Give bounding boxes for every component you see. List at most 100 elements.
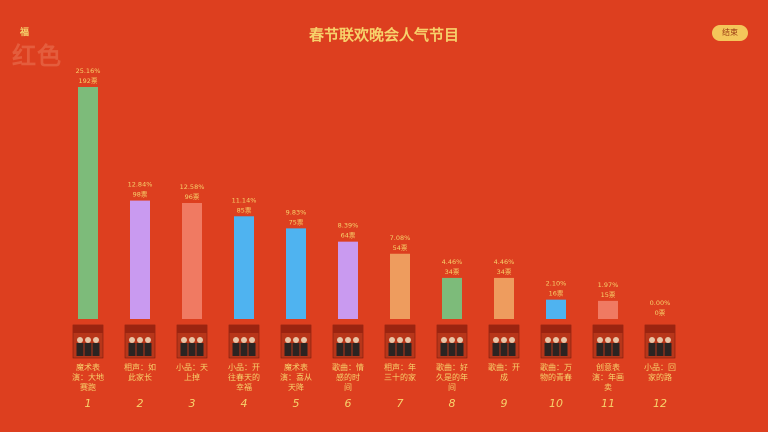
thumbnail-figure-head: [345, 337, 351, 343]
program-name-line: 演：喜从: [280, 372, 312, 382]
program-name-line: 赛跑: [80, 382, 96, 392]
thumbnail-figure-body: [180, 343, 188, 356]
thumbnail-figure-body: [508, 343, 516, 356]
thumbnail-figure-body: [404, 343, 412, 356]
program-name-line: 久是的年: [436, 372, 468, 382]
thumbnail-figure-body: [92, 343, 100, 356]
thumbnail-figure-body: [292, 343, 300, 356]
bar-percent-label: 12.84%: [128, 181, 153, 189]
bar-value-label: 34票: [445, 268, 460, 276]
program-name-line: 创意表: [596, 362, 620, 372]
thumbnail-figure-body: [284, 343, 292, 356]
thumbnail-figure-head: [649, 337, 655, 343]
rank-number: 1: [85, 397, 92, 410]
program-name-line: 物的青春: [540, 372, 572, 382]
thumbnail-figure-head: [129, 337, 135, 343]
bar: [234, 216, 254, 319]
bar-value-label: 85票: [237, 206, 252, 214]
thumbnail-figure-head: [509, 337, 515, 343]
program-name-line: 歌曲：情: [332, 362, 364, 372]
thumbnail-figure-head: [597, 337, 603, 343]
program-name-line: 歌曲：开: [488, 362, 520, 372]
thumbnail-figure-body: [500, 343, 508, 356]
bar-value-label: 98票: [133, 191, 148, 199]
thumbnail-curtain: [489, 325, 519, 333]
program-name-line: 小品：回: [644, 363, 676, 372]
logo-watermark-text: 红色: [12, 42, 62, 70]
program-name-line: 歌曲：万: [540, 362, 572, 372]
program-name-line: 歌曲：好: [436, 362, 468, 372]
thumbnail-curtain: [333, 325, 363, 333]
thumbnail-curtain: [593, 325, 623, 333]
thumbnail-figure-body: [128, 343, 136, 356]
bar-percent-label: 2.10%: [546, 280, 567, 288]
thumbnail-figure-head: [93, 337, 99, 343]
thumbnail-figure-head: [197, 337, 203, 343]
program-thumbnail: [228, 324, 260, 359]
thumbnail-figure-head: [613, 337, 619, 343]
thumbnail-curtain: [229, 325, 259, 333]
thumbnail-figure-head: [233, 337, 239, 343]
bar: [338, 241, 358, 319]
thumbnail-curtain: [125, 325, 155, 333]
bar-percent-label: 4.46%: [494, 258, 515, 266]
thumbnail-figure-body: [248, 343, 256, 356]
program-thumbnail: [332, 324, 364, 359]
program-name-line: 相声：如: [124, 362, 156, 372]
bar-value-label: 75票: [289, 218, 304, 226]
thumbnail-figure-body: [604, 343, 612, 356]
program-name-line: 往春天的: [228, 372, 260, 382]
thumbnail-figure-body: [84, 343, 92, 356]
bar: [130, 200, 150, 319]
program-name-line: 小品：天: [176, 363, 208, 372]
rank-number: 10: [549, 397, 563, 410]
bar-value-label: 16票: [549, 290, 564, 298]
thumbnail-figure-head: [241, 337, 247, 343]
program-thumbnail: [384, 324, 416, 359]
program-thumbnail: [488, 324, 520, 359]
thumbnail-figure-head: [449, 337, 455, 343]
thumbnail-figure-head: [553, 337, 559, 343]
program-name-line: 成: [500, 372, 508, 382]
thumbnail-figure-body: [240, 343, 248, 356]
thumbnail-curtain: [541, 325, 571, 333]
program-name-line: 天降: [288, 382, 304, 392]
thumbnail-figure-head: [665, 337, 671, 343]
thumbnail-figure-head: [189, 337, 195, 343]
thumbnail-curtain: [73, 325, 103, 333]
bar: [182, 203, 202, 319]
chart-title: 春节联欢晚会人气节目: [308, 26, 459, 44]
bar: [494, 277, 514, 319]
thumbnail-curtain: [177, 325, 207, 333]
thumbnail-figure-head: [657, 337, 663, 343]
bar-percent-label: 25.16%: [76, 67, 101, 75]
bar: [546, 299, 566, 319]
bar-value-label: 64票: [341, 232, 356, 240]
thumbnail-curtain: [385, 325, 415, 333]
thumbnail-figure-head: [181, 337, 187, 343]
thumbnail-figure-head: [249, 337, 255, 343]
thumbnail-figure-head: [605, 337, 611, 343]
program-name-line: 上掉: [184, 372, 200, 382]
thumbnail-figure-body: [188, 343, 196, 356]
thumbnail-figure-head: [145, 337, 151, 343]
thumbnail-figure-body: [336, 343, 344, 356]
program-name-line: 小品：开: [228, 363, 260, 372]
program-name-line: 幸福: [236, 383, 252, 392]
rank-number: 4: [241, 397, 248, 410]
app-logo: 福 红色: [12, 26, 72, 70]
program-name-line: 家的路: [648, 372, 672, 382]
program-thumbnail: [176, 324, 208, 359]
thumbnail-figure-body: [440, 343, 448, 356]
thumbnail-figure-head: [293, 337, 299, 343]
logo-mini-text: 福: [20, 28, 30, 38]
program-name-line: 间: [448, 383, 456, 392]
thumbnail-figure-body: [544, 343, 552, 356]
program-name-line: 间: [344, 383, 352, 392]
thumbnail-figure-body: [552, 343, 560, 356]
thumbnail-figure-body: [612, 343, 620, 356]
end-button[interactable]: 结束: [712, 25, 748, 41]
program-thumbnail: [280, 324, 312, 359]
bar-value-label: 96票: [185, 193, 200, 201]
thumbnail-figure-head: [353, 337, 359, 343]
